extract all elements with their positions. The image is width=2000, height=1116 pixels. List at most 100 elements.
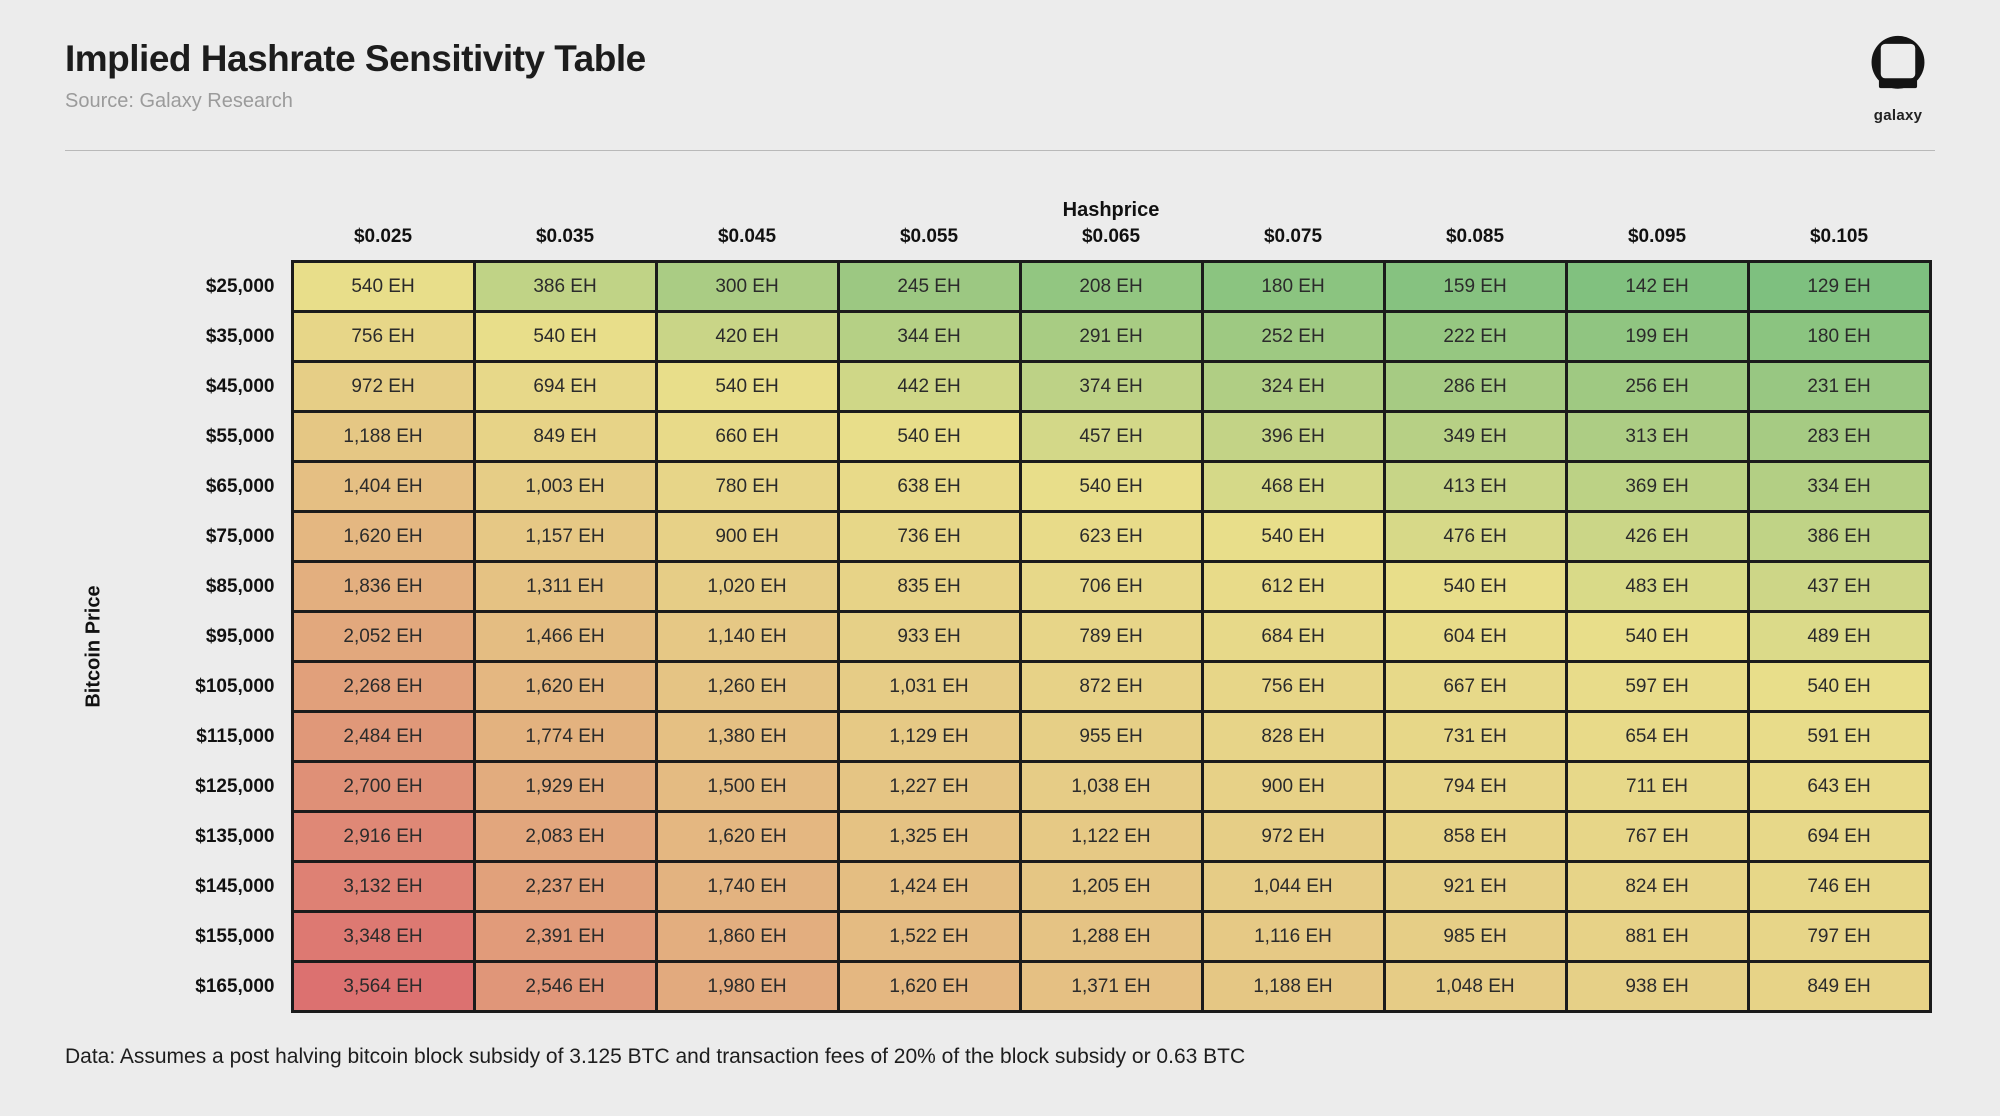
heatmap-cell: 591 EH xyxy=(1746,710,1932,763)
heatmap-cell: 694 EH xyxy=(472,360,658,413)
heatmap-cell: 1,288 EH xyxy=(1018,910,1204,963)
heatmap-cell: 426 EH xyxy=(1564,510,1750,563)
heatmap-cell: 2,268 EH xyxy=(290,660,476,713)
title-block: Implied Hashrate Sensitivity Table Sourc… xyxy=(65,38,646,113)
heatmap-cell: 1,020 EH xyxy=(654,560,840,613)
heatmap-cell: 1,980 EH xyxy=(654,960,840,1013)
table-row: $165,000 3,564 EH 2,546 EH 1,980 EH 1,620 EH… xyxy=(65,960,1932,1013)
heatmap-cell: 2,700 EH xyxy=(290,760,476,813)
heatmap-cell: 604 EH xyxy=(1382,610,1568,663)
row-label: $75,000 xyxy=(205,525,275,547)
row-label: $55,000 xyxy=(205,425,275,447)
heatmap-cell: 231 EH xyxy=(1746,360,1932,413)
heatmap-cell: 660 EH xyxy=(654,410,840,463)
heatmap-cell: 711 EH xyxy=(1564,760,1750,813)
heatmap-cell: 797 EH xyxy=(1746,910,1932,963)
heatmap-cell: 643 EH xyxy=(1746,760,1932,813)
footnote: Data: Assumes a post halving bitcoin blo… xyxy=(65,1045,1246,1068)
table-row: $115,000 2,484 EH 1,774 EH 1,380 EH 1,129 EH… xyxy=(65,710,1932,763)
heatmap-cell: 1,740 EH xyxy=(654,860,840,913)
row-label: $35,000 xyxy=(205,325,275,347)
heatmap-cell: 2,052 EH xyxy=(290,610,476,663)
heatmap-cell: 420 EH xyxy=(654,310,840,363)
heatmap-cell: 2,237 EH xyxy=(472,860,658,913)
heatmap-cell: 1,774 EH xyxy=(472,710,658,763)
row-label: $145,000 xyxy=(195,875,275,897)
row-label: $105,000 xyxy=(195,675,275,697)
heatmap-cell: 1,205 EH xyxy=(1018,860,1204,913)
heatmap-cell: 654 EH xyxy=(1564,710,1750,763)
heatmap-cell: 2,484 EH xyxy=(290,710,476,763)
heatmap-cell: 1,311 EH xyxy=(472,560,658,613)
heatmap-body: $25,000 540 EH 386 EH 300 EH 245 EH 208 EH 180… xyxy=(65,260,1932,1013)
heatmap-cell: 468 EH xyxy=(1200,460,1386,513)
heatmap-cell: 256 EH xyxy=(1564,360,1750,413)
table-row: $125,000 2,700 EH 1,929 EH 1,500 EH 1,227 EH… xyxy=(65,760,1932,813)
heatmap-cell: 540 EH xyxy=(1200,510,1386,563)
heatmap-cell: 386 EH xyxy=(1746,510,1932,563)
row-label: $45,000 xyxy=(205,375,275,397)
heatmap-cell: 638 EH xyxy=(836,460,1022,513)
heatmap-cell: 222 EH xyxy=(1382,310,1568,363)
heatmap-cell: 1,380 EH xyxy=(654,710,840,763)
heatmap-cell: 283 EH xyxy=(1746,410,1932,463)
heatmap-cell: 540 EH xyxy=(472,310,658,363)
page-title: Implied Hashrate Sensitivity Table xyxy=(65,38,646,79)
heatmap-cell: 349 EH xyxy=(1382,410,1568,463)
heatmap-cell: 142 EH xyxy=(1564,260,1750,313)
heatmap-cell: 1,038 EH xyxy=(1018,760,1204,813)
heatmap-cell: 1,044 EH xyxy=(1200,860,1386,913)
heatmap-cell: 291 EH xyxy=(1018,310,1204,363)
heatmap-cell: 955 EH xyxy=(1018,710,1204,763)
row-label: $95,000 xyxy=(205,625,275,647)
table-row: $95,000 2,052 EH 1,466 EH 1,140 EH 933 EH 789… xyxy=(65,610,1932,663)
heatmap-cell: 1,424 EH xyxy=(836,860,1022,913)
row-label: $155,000 xyxy=(195,925,275,947)
heatmap-cell: 1,031 EH xyxy=(836,660,1022,713)
heatmap-cell: 1,929 EH xyxy=(472,760,658,813)
heatmap-cell: 476 EH xyxy=(1382,510,1568,563)
heatmap-cell: 938 EH xyxy=(1564,960,1750,1013)
heatmap-cell: 794 EH xyxy=(1382,760,1568,813)
galaxy-logo: galaxy xyxy=(1867,34,1929,124)
heatmap-cell: 374 EH xyxy=(1018,360,1204,413)
row-label: $125,000 xyxy=(195,775,275,797)
header-divider xyxy=(65,150,1935,151)
heatmap-cell: 313 EH xyxy=(1564,410,1750,463)
heatmap-cell: 706 EH xyxy=(1018,560,1204,613)
row-label: $135,000 xyxy=(195,825,275,847)
row-label: $85,000 xyxy=(205,575,275,597)
heatmap-cell: 540 EH xyxy=(1018,460,1204,513)
heatmap-cell: 1,260 EH xyxy=(654,660,840,713)
heatmap-region: Bitcoin Price $0.025 $0.035 $0.045 $0.055 $0… xyxy=(65,226,1935,1013)
table-row: $75,000 1,620 EH 1,157 EH 900 EH 736 EH 623 E… xyxy=(65,510,1932,563)
row-label: $115,000 xyxy=(196,725,275,747)
heatmap-cell: 900 EH xyxy=(1200,760,1386,813)
table-row: $55,000 1,188 EH 849 EH 660 EH 540 EH 457 EH 3… xyxy=(65,410,1932,463)
heatmap-cell: 3,564 EH xyxy=(290,960,476,1013)
heatmap-cell: 1,325 EH xyxy=(836,810,1022,863)
heatmap-cell: 835 EH xyxy=(836,560,1022,613)
table-row: $65,000 1,404 EH 1,003 EH 780 EH 638 EH 540 E… xyxy=(65,460,1932,513)
heatmap-cell: 2,083 EH xyxy=(472,810,658,863)
heatmap-cell: 1,620 EH xyxy=(472,660,658,713)
heatmap-cell: 344 EH xyxy=(836,310,1022,363)
heatmap-cell: 199 EH xyxy=(1564,310,1750,363)
x-axis-title: Hashprice xyxy=(1062,199,1160,221)
source-label: Source: Galaxy Research xyxy=(65,90,293,112)
heatmap-cell: 334 EH xyxy=(1746,460,1932,513)
heatmap-cell: 881 EH xyxy=(1564,910,1750,963)
heatmap-cell: 413 EH xyxy=(1382,460,1568,513)
heatmap-cell: 2,391 EH xyxy=(472,910,658,963)
heatmap-cell: 789 EH xyxy=(1018,610,1204,663)
heatmap-cell: 286 EH xyxy=(1382,360,1568,413)
heatmap-cell: 1,129 EH xyxy=(836,710,1022,763)
heatmap-cell: 900 EH xyxy=(654,510,840,563)
heatmap-cell: 1,404 EH xyxy=(290,460,476,513)
heatmap-cell: 540 EH xyxy=(836,410,1022,463)
heatmap-cell: 540 EH xyxy=(654,360,840,413)
heatmap-cell: 849 EH xyxy=(1746,960,1932,1013)
heatmap-cell: 1,371 EH xyxy=(1018,960,1204,1013)
column-header: $0.055 xyxy=(899,226,959,247)
